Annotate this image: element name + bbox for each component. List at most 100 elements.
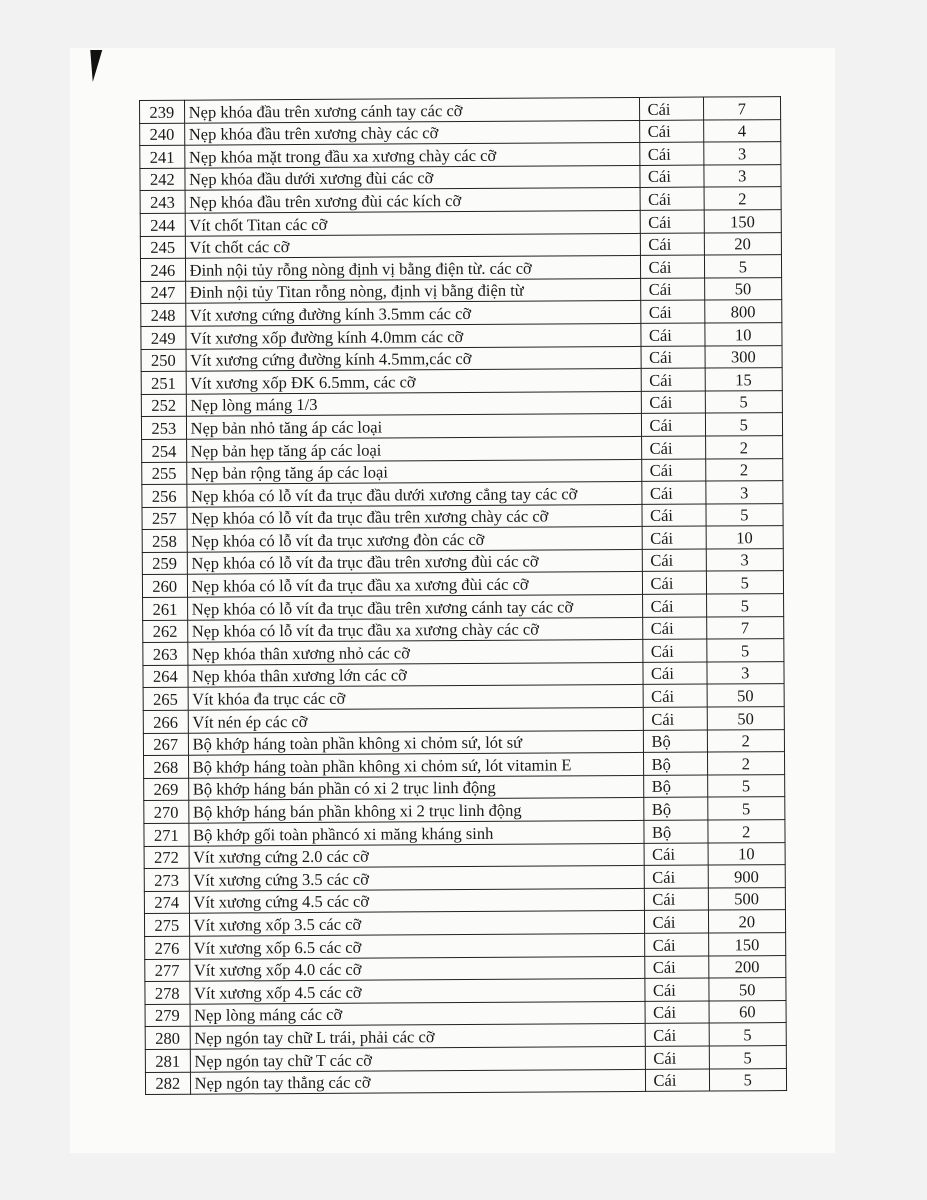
item-unit: Cái xyxy=(639,255,705,279)
item-description: Nẹp ngón tay chữ L trái, phải các cỡ xyxy=(189,1023,645,1050)
item-quantity: 2 xyxy=(706,729,785,753)
item-description: Bộ khớp háng toàn phần không xi chỏm sứ,… xyxy=(188,752,644,779)
item-unit: Cái xyxy=(644,1045,709,1069)
row-number: 267 xyxy=(143,732,189,756)
table-row: 282 Nẹp ngón tay thẳng các cỡ Cái 5 xyxy=(145,1068,787,1095)
row-number: 253 xyxy=(141,416,187,440)
item-quantity: 3 xyxy=(703,164,782,188)
row-number: 243 xyxy=(140,190,185,214)
row-number: 273 xyxy=(144,868,189,892)
item-description: Vít xương xốp đường kính 4.0mm các cỡ xyxy=(185,323,641,349)
item-unit: Cái xyxy=(642,661,707,685)
item-description: Vít xương xốp 4.5 các cỡ xyxy=(189,978,645,1004)
item-description: Đinh nội tủy Titan rỗng nòng, định vị bằ… xyxy=(185,278,641,304)
supplies-table: 239 Nẹp khóa đầu trên xương cánh tay các … xyxy=(139,96,787,1095)
row-number: 240 xyxy=(139,122,185,146)
item-quantity: 10 xyxy=(707,842,786,866)
item-description: Vít xương cứng 2.0 các cỡ xyxy=(188,843,644,869)
item-quantity: 5 xyxy=(707,774,785,798)
item-quantity: 4 xyxy=(703,119,781,143)
item-description: Vít nén ép các cỡ xyxy=(187,707,643,733)
item-quantity: 60 xyxy=(708,1000,787,1024)
row-number: 255 xyxy=(141,461,187,485)
row-number: 281 xyxy=(145,1049,191,1073)
row-number: 279 xyxy=(145,1003,190,1027)
item-description: Bộ khớp háng toàn phần không xi chỏm sứ,… xyxy=(187,730,643,756)
item-description: Nẹp khóa đầu trên xương chày các cỡ xyxy=(184,120,640,146)
row-number: 264 xyxy=(142,665,188,688)
item-quantity: 20 xyxy=(703,232,782,256)
item-description: Vít xương xốp 4.0 các cỡ xyxy=(189,955,645,982)
item-unit: Cái xyxy=(644,955,709,979)
row-number: 249 xyxy=(140,326,186,350)
item-unit: Cái xyxy=(641,503,706,527)
item-quantity: 2 xyxy=(705,458,783,482)
row-number: 276 xyxy=(144,936,190,960)
item-description: Bộ khớp háng bán phần không xi 2 trục li… xyxy=(188,797,644,824)
row-number: 247 xyxy=(140,280,186,304)
item-unit: Bộ xyxy=(642,729,707,753)
row-number: 280 xyxy=(145,1026,190,1050)
item-unit: Bộ xyxy=(643,797,708,821)
item-unit: Cái xyxy=(643,887,708,911)
item-quantity: 3 xyxy=(705,548,784,572)
item-quantity: 5 xyxy=(706,593,784,617)
item-unit: Bộ xyxy=(643,820,708,844)
item-unit: Cái xyxy=(644,1068,710,1092)
item-quantity: 5 xyxy=(708,1022,787,1046)
item-quantity: 5 xyxy=(705,571,784,595)
item-quantity: 3 xyxy=(703,141,781,165)
row-number: 252 xyxy=(141,393,187,417)
row-number: 262 xyxy=(142,619,188,643)
row-number: 257 xyxy=(141,506,187,530)
item-unit: Cái xyxy=(641,435,706,459)
item-description: Vít xương xốp 6.5 các cỡ xyxy=(189,933,645,959)
item-unit: Cái xyxy=(638,97,704,121)
item-unit: Cái xyxy=(641,526,706,550)
item-description: Bộ khớp gối toàn phầncó xi măng kháng si… xyxy=(188,820,644,846)
item-quantity: 150 xyxy=(703,209,782,233)
item-quantity: 50 xyxy=(708,977,787,1001)
item-quantity: 7 xyxy=(702,96,781,120)
item-description: Đinh nội tủy rỗng nòng định vị bằng điện… xyxy=(185,255,641,281)
item-quantity: 10 xyxy=(705,525,784,549)
row-number: 259 xyxy=(142,552,188,575)
item-quantity: 200 xyxy=(708,955,786,979)
item-quantity: 50 xyxy=(706,684,785,708)
item-description: Nẹp lòng máng các cỡ xyxy=(189,1001,645,1027)
item-unit: Cái xyxy=(639,142,704,166)
item-quantity: 5 xyxy=(705,503,784,527)
scanned-page xyxy=(70,48,835,1153)
item-unit: Cái xyxy=(644,1000,709,1024)
item-quantity: 3 xyxy=(706,661,785,685)
item-description: Vít xương cứng đường kính 4.5mm,các cỡ xyxy=(185,345,641,372)
row-number: 241 xyxy=(139,145,185,169)
row-number: 244 xyxy=(140,213,185,237)
item-description: Nẹp bản nhỏ tăng áp các loại xyxy=(186,413,642,440)
item-description: Vít xương xốp ĐK 6.5mm, các cỡ xyxy=(185,368,641,394)
row-number: 270 xyxy=(143,800,189,824)
item-description: Vít chốt Titan các cỡ xyxy=(184,210,640,236)
item-unit: Cái xyxy=(640,300,705,324)
item-description: Nẹp khóa đầu dưới xương đùi các cỡ xyxy=(184,165,640,191)
item-quantity: 300 xyxy=(704,345,783,369)
item-unit: Cái xyxy=(639,164,704,188)
item-description: Nẹp khóa có lỗ vít đa trục đầu xa xương … xyxy=(187,617,643,643)
item-unit: Cái xyxy=(641,458,706,482)
item-quantity: 150 xyxy=(708,932,786,956)
row-number: 260 xyxy=(142,574,188,598)
item-quantity: 5 xyxy=(703,254,782,278)
row-number: 271 xyxy=(143,823,189,847)
row-number: 274 xyxy=(144,890,190,914)
item-quantity: 7 xyxy=(706,616,784,640)
item-quantity: 5 xyxy=(708,1068,787,1092)
item-quantity: 2 xyxy=(707,819,786,843)
item-unit: Cái xyxy=(642,616,707,640)
item-quantity: 5 xyxy=(706,638,784,662)
item-quantity: 500 xyxy=(707,887,786,911)
item-quantity: 3 xyxy=(705,480,783,504)
row-number: 265 xyxy=(143,687,188,711)
row-number: 282 xyxy=(145,1071,191,1095)
row-number: 246 xyxy=(140,258,186,282)
item-unit: Cái xyxy=(640,390,705,414)
